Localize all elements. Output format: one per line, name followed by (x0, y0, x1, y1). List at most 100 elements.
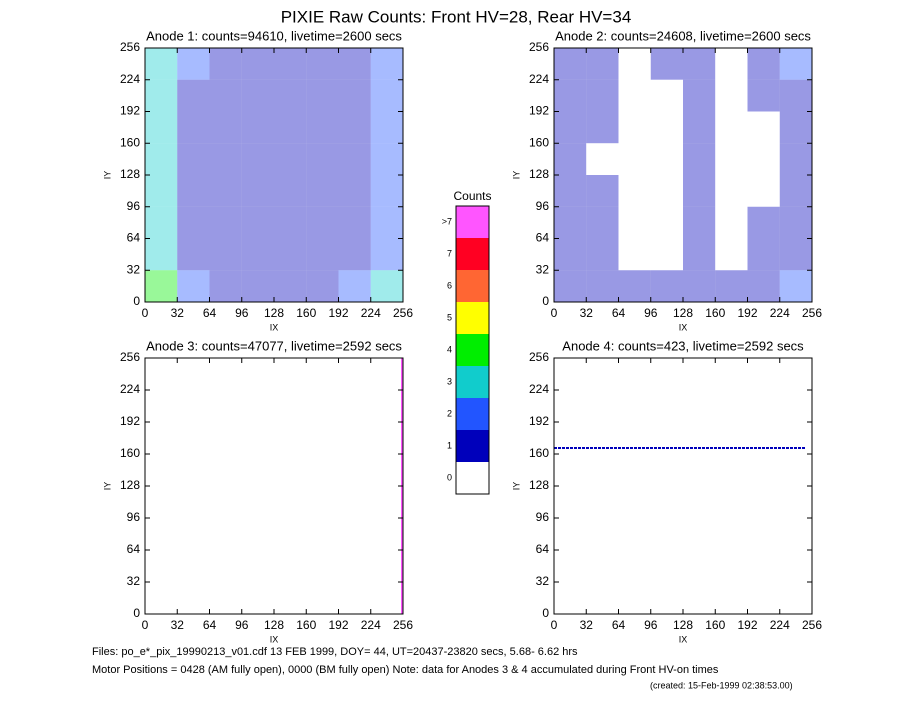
heat-cell (370, 206, 403, 239)
x-tick-label: 64 (612, 618, 626, 632)
y-axis-label: IY (102, 482, 112, 491)
heat-cell (683, 270, 716, 302)
y-tick-label: 0 (542, 294, 549, 308)
colorbar-swatch (456, 366, 489, 398)
heat-cell (306, 175, 339, 207)
y-tick-label: 0 (542, 606, 549, 620)
colorbar-swatch (456, 398, 489, 430)
colorbar-swatch (456, 430, 489, 462)
y-tick-label: 32 (536, 262, 550, 276)
colorbar-label: 6 (447, 280, 452, 290)
heat-cell (241, 270, 274, 302)
heat-cell (554, 175, 587, 207)
heat-cell (145, 238, 178, 271)
x-axis-label: IX (679, 322, 688, 332)
heat-cell (715, 111, 748, 144)
x-tick-label: 32 (171, 306, 185, 320)
heat-cell (747, 79, 780, 112)
heat-cell (747, 270, 780, 302)
heat-cell (554, 206, 587, 239)
x-tick-label: 256 (393, 306, 413, 320)
heat-cell (177, 79, 210, 112)
heat-cell (209, 111, 242, 144)
heat-cell (683, 175, 716, 207)
y-tick-label: 192 (529, 104, 549, 118)
heat-cell (618, 206, 651, 239)
heat-cell (618, 270, 651, 302)
heat-cell (370, 143, 403, 175)
heat-cell (145, 79, 178, 112)
heat-cell (683, 238, 716, 271)
y-tick-label: 32 (536, 574, 550, 588)
panel-title: Anode 1: counts=94610, livetime=2600 sec… (146, 28, 402, 43)
panel-title: Anode 2: counts=24608, livetime=2600 sec… (555, 28, 811, 43)
heat-cell (306, 79, 339, 112)
y-tick-label: 64 (127, 231, 141, 245)
heat-cell (274, 238, 307, 271)
heat-cell (306, 206, 339, 239)
heat-cell (554, 111, 587, 144)
x-tick-label: 256 (802, 618, 822, 632)
heat-cell (338, 175, 371, 207)
footer-created: (created: 15-Feb-1999 02:38:53.00) (650, 680, 793, 690)
heat-cell (747, 111, 780, 144)
x-tick-label: 224 (770, 306, 790, 320)
heat-cell (554, 79, 587, 112)
y-axis-label: IY (102, 171, 112, 180)
heat-cell (779, 206, 812, 239)
x-tick-label: 64 (612, 306, 626, 320)
heat-cell (274, 175, 307, 207)
heat-cell (177, 270, 210, 302)
x-axis-label: IX (270, 322, 279, 332)
y-tick-label: 128 (120, 167, 140, 181)
heat-cell (241, 79, 274, 112)
heat-cell (650, 111, 683, 144)
x-tick-label: 32 (580, 306, 594, 320)
colorbar-swatch (456, 334, 489, 366)
plot-frame (144, 357, 404, 615)
heat-cell (306, 270, 339, 302)
y-tick-label: 224 (120, 72, 140, 86)
y-tick-label: 64 (536, 542, 550, 556)
x-tick-label: 96 (644, 306, 658, 320)
x-tick-label: 192 (328, 618, 348, 632)
y-tick-label: 96 (127, 510, 141, 524)
heat-cell (586, 48, 619, 80)
x-tick-label: 128 (673, 306, 693, 320)
y-tick-label: 32 (127, 574, 141, 588)
heat-cell (779, 238, 812, 271)
heat-cell (306, 143, 339, 175)
heat-cell (145, 143, 178, 175)
heat-cell (650, 79, 683, 112)
heat-cell (274, 111, 307, 144)
heat-cell (586, 143, 619, 175)
x-tick-label: 128 (264, 618, 284, 632)
heat-cell (241, 175, 274, 207)
heat-cell (650, 206, 683, 239)
heat-cell (145, 48, 178, 80)
x-tick-label: 64 (203, 618, 217, 632)
heat-cell (618, 143, 651, 175)
heat-cell (274, 143, 307, 175)
heat-cell (338, 79, 371, 112)
heat-cell (370, 175, 403, 207)
x-tick-label: 224 (770, 618, 790, 632)
heat-cell (586, 175, 619, 207)
panel-title: Anode 3: counts=47077, livetime=2592 sec… (146, 338, 402, 353)
heat-cell (747, 206, 780, 239)
heat-cell (274, 79, 307, 112)
colorbar-label: 3 (447, 376, 452, 386)
heat-cell (306, 48, 339, 80)
heat-cell (241, 48, 274, 80)
heat-cell (586, 238, 619, 271)
x-tick-label: 160 (296, 306, 316, 320)
colorbar-label: 4 (447, 344, 452, 354)
x-tick-label: 0 (551, 306, 558, 320)
colorbar-frame (455, 205, 490, 495)
heat-cell (209, 48, 242, 80)
heat-cell (779, 175, 812, 207)
heat-cell (747, 48, 780, 80)
heat-cell (586, 206, 619, 239)
heat-cell (779, 48, 812, 80)
heat-cell (370, 111, 403, 144)
